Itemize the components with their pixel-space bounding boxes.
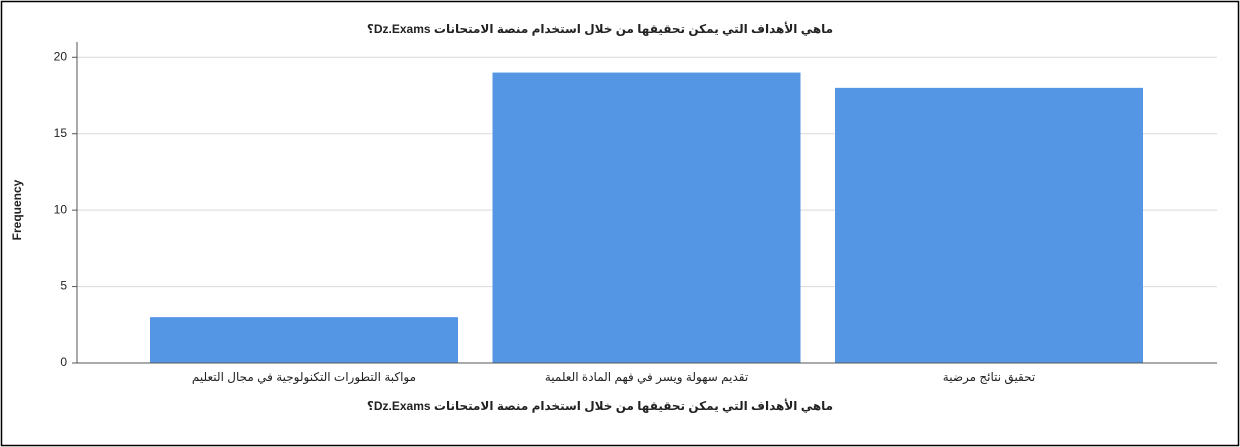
y-tick-label: 10 [54, 202, 68, 216]
y-axis-label: Frequency [10, 179, 24, 240]
y-tick-label: 0 [60, 355, 67, 369]
x-tick-label: مواكبة التطورات التكنولوجية في مجال التع… [192, 370, 416, 385]
y-tick-label: 5 [60, 279, 67, 293]
chart-title: ماهي الأهداف التي يمكن تحقيقها من خلال ا… [367, 21, 833, 37]
y-tick-label: 15 [54, 126, 68, 140]
bar [492, 72, 801, 364]
bar [150, 317, 458, 363]
y-tick-label: 20 [54, 49, 68, 63]
bar [835, 87, 1143, 363]
x-axis-label: ماهي الأهداف التي يمكن تحقيقها من خلال ا… [367, 398, 833, 414]
x-tick-label: تقديم سهولة ويسر في فهم المادة العلمية [545, 370, 748, 385]
x-tick-label: تحقيق نتائج مرضية [943, 370, 1035, 385]
